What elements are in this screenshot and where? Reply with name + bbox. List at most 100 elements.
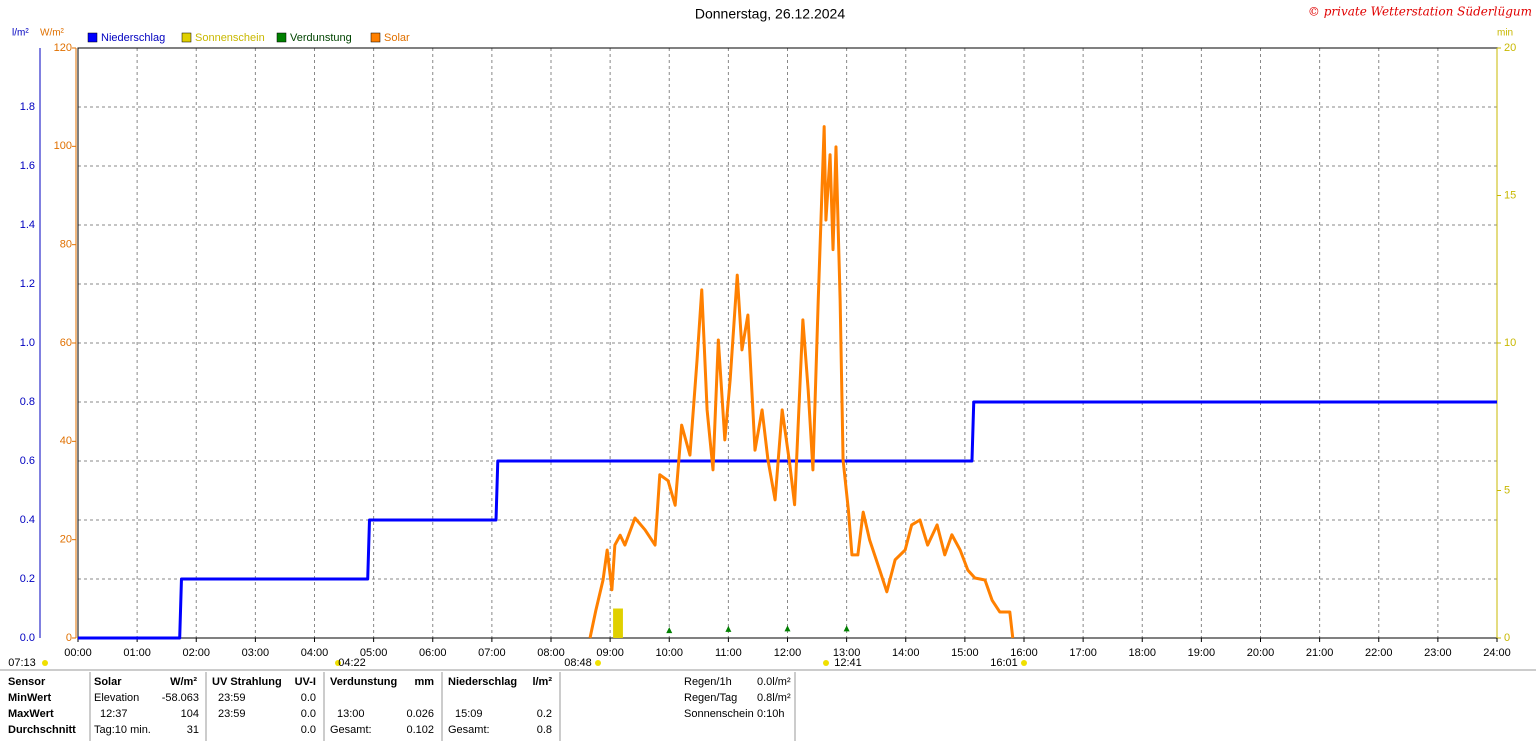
astro-icon (595, 660, 601, 666)
x-tick-label: 22:00 (1365, 647, 1393, 659)
x-tick-label: 04:00 (301, 647, 329, 659)
astro-icon (335, 660, 341, 666)
x-tick-label: 05:00 (360, 647, 388, 659)
stats-cell: 0.102 (406, 724, 434, 736)
x-tick-label: 18:00 (1128, 647, 1156, 659)
astro-label: 04:22 (338, 657, 366, 669)
marker (725, 625, 732, 632)
stats-side: 0.8l/m² (757, 692, 791, 704)
bar (613, 608, 623, 638)
stats-side: Regen/1h (684, 676, 732, 688)
y-tick-label: 1.0 (20, 337, 35, 349)
y3-tick-label: 15 (1504, 189, 1516, 201)
stats-cell: Gesamt: (448, 724, 490, 736)
marker (784, 625, 791, 632)
marker (843, 625, 850, 632)
y-tick-label: 0.6 (20, 455, 35, 467)
x-tick-label: 23:00 (1424, 647, 1452, 659)
stats-cell: Elevation (94, 692, 139, 704)
stats-cell: 13:00 (337, 708, 365, 720)
stats-cell: 0.2 (537, 708, 552, 720)
x-tick-label: 01:00 (123, 647, 151, 659)
stats-cell: MinWert (8, 692, 52, 704)
astro-label: 16:01 (990, 657, 1018, 669)
astro-icon (1021, 660, 1027, 666)
stats-cell: Durchschnitt (8, 724, 76, 736)
y2-tick-label: 0 (66, 632, 72, 644)
stats-side: Regen/Tag (684, 692, 737, 704)
y3-tick-label: 20 (1504, 42, 1516, 54)
stats-cell: 31 (187, 724, 199, 736)
unit-left2: W/m² (40, 28, 65, 39)
y-tick-label: 1.8 (20, 101, 35, 113)
stats-cell: mm (414, 676, 434, 688)
copyright: © private Wetterstation Süderlügum (1308, 5, 1532, 19)
x-tick-label: 19:00 (1188, 647, 1216, 659)
series-line (588, 125, 1015, 639)
stats-cell: 0.8 (537, 724, 552, 736)
stats-side: 0.0l/m² (757, 676, 791, 688)
legend-label: Sonnenschein (195, 32, 265, 44)
stats-cell: 0.0 (301, 708, 316, 720)
x-tick-label: 03:00 (242, 647, 270, 659)
astro-label: 08:48 (564, 657, 592, 669)
legend-swatch (370, 32, 381, 43)
y2-tick-label: 120 (54, 42, 72, 54)
x-tick-label: 16:00 (1010, 647, 1038, 659)
y2-tick-label: 20 (60, 534, 72, 546)
x-tick-label: 17:00 (1069, 647, 1097, 659)
stats-cell: UV-I (295, 676, 316, 688)
stats-cell: Tag:10 min. (94, 724, 151, 736)
stats-side: 0:10h (757, 708, 785, 720)
x-tick-label: 12:00 (774, 647, 802, 659)
stats-cell: W/m² (170, 676, 197, 688)
y-tick-label: 0.0 (20, 632, 35, 644)
y2-tick-label: 60 (60, 337, 72, 349)
astro-label: 07:13 (8, 657, 36, 669)
stats-cell: 23:59 (218, 692, 246, 704)
y3-tick-label: 5 (1504, 484, 1510, 496)
y3-tick-label: 0 (1504, 632, 1510, 644)
x-tick-label: 15:00 (951, 647, 979, 659)
legend-label: Verdunstung (290, 32, 352, 44)
stats-cell: 0.0 (301, 724, 316, 736)
stats-cell: -58.063 (162, 692, 199, 704)
x-tick-label: 10:00 (655, 647, 683, 659)
x-tick-label: 11:00 (715, 647, 742, 659)
y-tick-label: 1.2 (20, 278, 35, 290)
stats-cell: 23:59 (218, 708, 246, 720)
stats-cell: 0.0 (301, 692, 316, 704)
x-tick-label: 00:00 (64, 647, 92, 659)
x-tick-label: 24:00 (1483, 647, 1511, 659)
legend-swatch (181, 32, 192, 43)
stats-cell: MaxWert (8, 708, 54, 720)
x-tick-label: 14:00 (892, 647, 920, 659)
y-tick-label: 1.6 (20, 160, 35, 172)
stats-cell: Niederschlag (448, 676, 517, 688)
y-tick-label: 0.8 (20, 396, 35, 408)
x-tick-label: 02:00 (182, 647, 210, 659)
stats-cell: Solar (94, 676, 122, 688)
unit-right: min (1497, 28, 1513, 39)
legend-swatch (276, 32, 287, 43)
stats-cell: Verdunstung (330, 676, 397, 688)
unit-left: l/m² (12, 28, 29, 39)
astro-icon (42, 660, 48, 666)
legend-label: Niederschlag (101, 32, 165, 44)
astro-label: 12:41 (834, 657, 862, 669)
y2-tick-label: 100 (54, 140, 72, 152)
stats-cell: 15:09 (455, 708, 483, 720)
y3-tick-label: 10 (1504, 337, 1516, 349)
stats-cell: Sensor (8, 676, 46, 688)
marker (666, 627, 673, 634)
y-tick-label: 0.2 (20, 573, 35, 585)
stats-cell: 12:37 (100, 708, 128, 720)
y-tick-label: 0.4 (20, 514, 35, 526)
x-tick-label: 07:00 (478, 647, 506, 659)
legend-swatch (87, 32, 98, 43)
stats-cell: Gesamt: (330, 724, 372, 736)
x-tick-label: 20:00 (1247, 647, 1275, 659)
series-line (78, 400, 1497, 640)
table-separators (89, 672, 796, 741)
stats-cell: UV Strahlung (212, 676, 282, 688)
